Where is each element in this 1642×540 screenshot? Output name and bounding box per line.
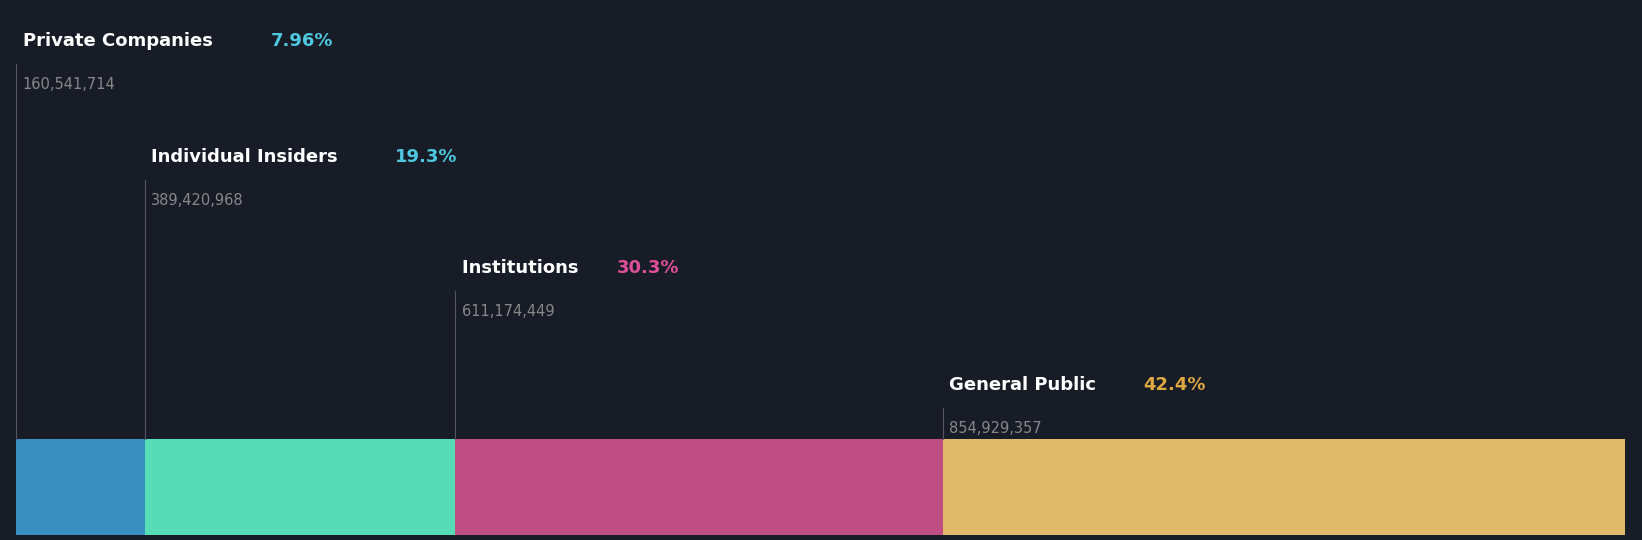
Text: 30.3%: 30.3% [617, 259, 680, 278]
Bar [16, 440, 144, 535]
Text: 389,420,968: 389,420,968 [151, 193, 243, 208]
Text: 7.96%: 7.96% [271, 32, 333, 50]
Text: 19.3%: 19.3% [394, 148, 458, 166]
Text: 42.4%: 42.4% [1143, 376, 1205, 394]
Bar [455, 440, 943, 535]
Text: Individual Insiders: Individual Insiders [151, 148, 343, 166]
Text: 160,541,714: 160,541,714 [23, 77, 115, 92]
Text: Private Companies: Private Companies [23, 32, 218, 50]
Text: Institutions: Institutions [461, 259, 585, 278]
Text: General Public: General Public [949, 376, 1102, 394]
Bar [144, 440, 455, 535]
Text: 854,929,357: 854,929,357 [949, 421, 1041, 436]
Text: 611,174,449: 611,174,449 [461, 305, 553, 319]
Bar [943, 440, 1626, 535]
